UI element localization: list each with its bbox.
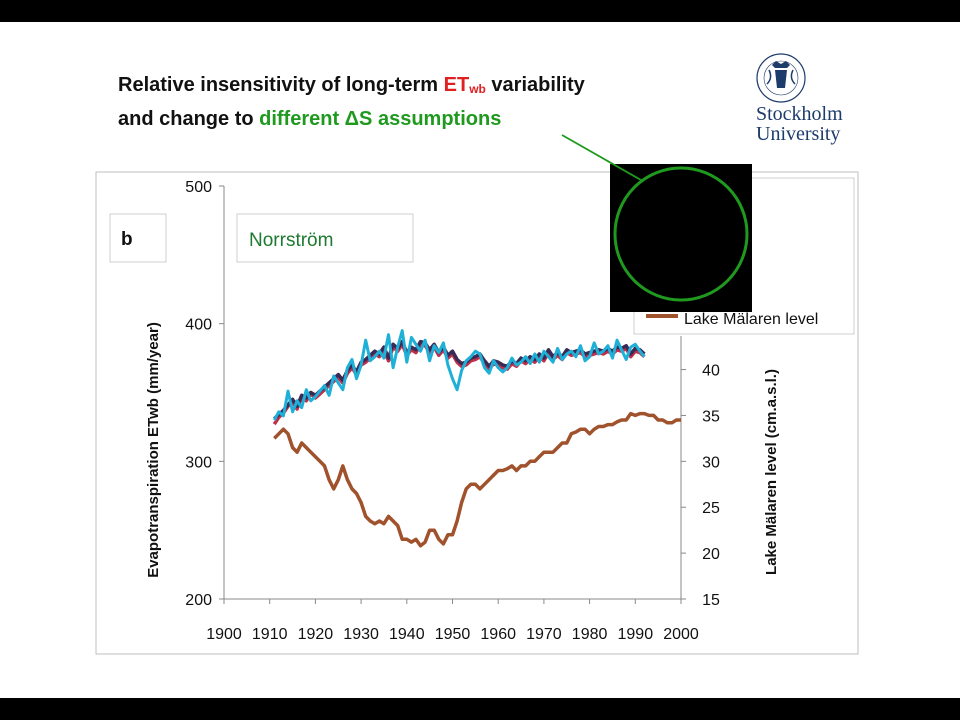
x-tick-label: 1970 xyxy=(526,626,562,643)
station-label-box xyxy=(236,213,414,263)
title-line-1: Relative insensitivity of long-term ETwb… xyxy=(118,74,585,96)
x-tick-label: 1980 xyxy=(572,626,608,643)
y-right-axis-label: Lake Mälaren level (cm.a.s.l.) xyxy=(763,369,780,575)
panel-label-box xyxy=(109,213,167,263)
legend-lake-label: Lake Mälaren level xyxy=(684,311,818,328)
x-tick-label: 1990 xyxy=(618,626,654,643)
x-tick-label: 1900 xyxy=(206,626,242,643)
y-left-axis-label: Evapotranspiration ETwb (mm/year) xyxy=(145,322,162,578)
x-tick-label: 1960 xyxy=(480,626,516,643)
callout-line xyxy=(561,134,642,181)
title-line-2: and change to different ΔS assumptions xyxy=(118,108,502,130)
x-tick-label: 1920 xyxy=(298,626,334,643)
highlight-circle xyxy=(613,166,749,302)
y-right-tick-label: 25 xyxy=(702,500,720,517)
x-tick-label: 1910 xyxy=(252,626,288,643)
university-name: Stockholm University xyxy=(756,103,843,145)
series-line-et-2 xyxy=(272,329,646,421)
x-tick-label: 1930 xyxy=(343,626,379,643)
university-seal-icon xyxy=(756,53,806,103)
y-right-tick-label: 30 xyxy=(702,454,720,471)
chart-frame xyxy=(95,171,859,655)
y-left-tick-label: 500 xyxy=(185,179,212,196)
y-right-tick-label: 15 xyxy=(702,592,720,609)
delta-s-term: different ΔS assumptions xyxy=(259,108,502,130)
y-left-tick-label: 300 xyxy=(185,454,212,471)
panel-label: b xyxy=(121,229,133,250)
x-tick-label: 2000 xyxy=(663,626,699,643)
y-right-tick-label: 40 xyxy=(702,363,720,380)
y-right-tick-label: 20 xyxy=(702,546,720,563)
y-left-tick-label: 200 xyxy=(185,592,212,609)
et-term: ETwb xyxy=(443,74,486,96)
y-right-tick-label: 35 xyxy=(702,408,720,425)
x-tick-label: 1950 xyxy=(435,626,471,643)
station-label: Norrström xyxy=(249,230,333,251)
series-line-lake-level xyxy=(273,411,681,548)
y-left-tick-label: 400 xyxy=(185,317,212,334)
slide-title: Relative insensitivity of long-term ETwb… xyxy=(118,70,585,134)
x-tick-label: 1940 xyxy=(389,626,425,643)
series-layer xyxy=(272,329,681,548)
redaction-block xyxy=(610,164,752,312)
axes: 1900 1910 1920 1930 1940 1950 1960 1970 1980 1990… xyxy=(185,179,720,643)
